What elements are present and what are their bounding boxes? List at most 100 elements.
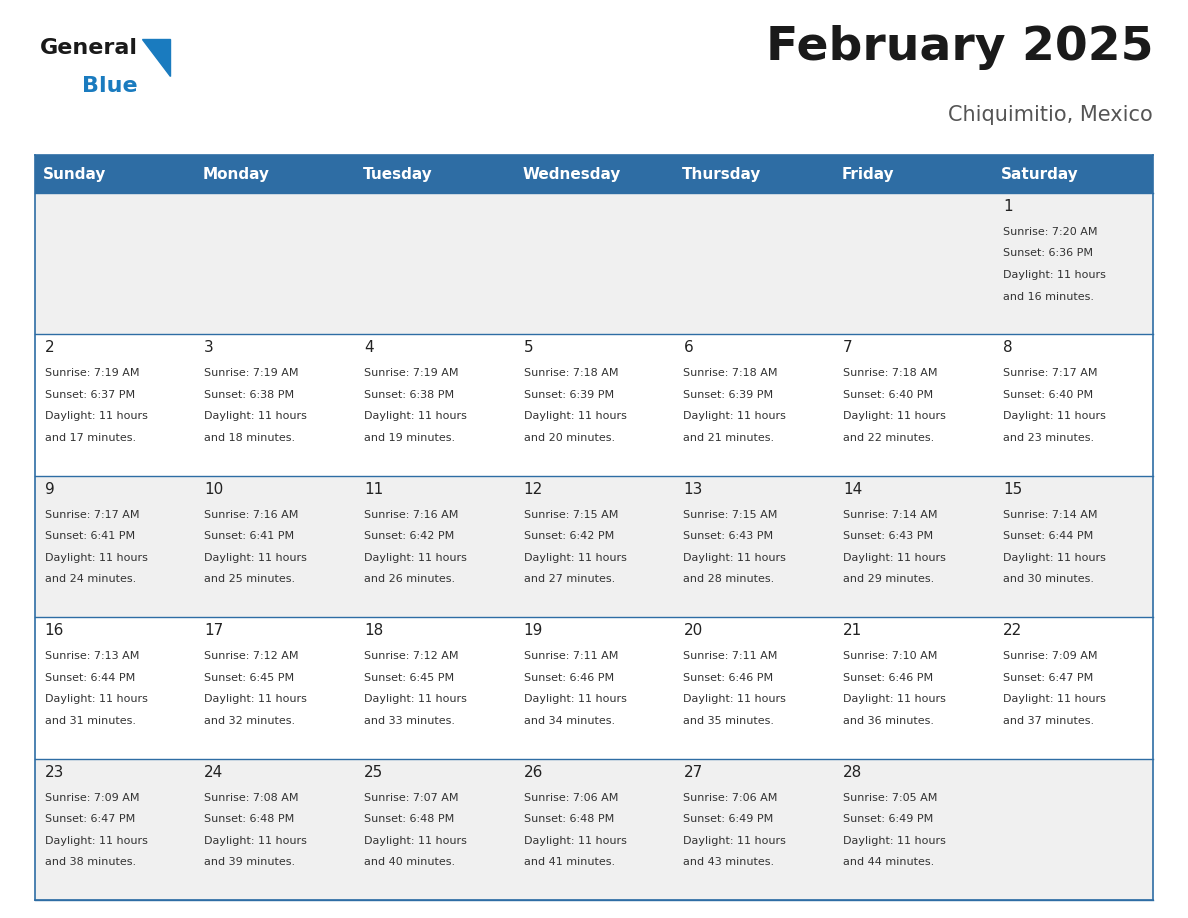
Text: 2: 2 <box>45 341 55 355</box>
Text: and 21 minutes.: and 21 minutes. <box>683 433 775 442</box>
Bar <box>993 758 1154 900</box>
Bar <box>34 617 195 758</box>
Text: Sunset: 6:48 PM: Sunset: 6:48 PM <box>524 814 614 824</box>
Text: Saturday: Saturday <box>1001 166 1079 182</box>
Text: and 19 minutes.: and 19 minutes. <box>364 433 455 442</box>
Bar <box>834 476 993 617</box>
Bar <box>834 155 993 193</box>
Bar <box>834 758 993 900</box>
Text: Sunrise: 7:14 AM: Sunrise: 7:14 AM <box>843 509 937 520</box>
Text: Daylight: 11 hours: Daylight: 11 hours <box>683 835 786 845</box>
Text: Sunrise: 7:08 AM: Sunrise: 7:08 AM <box>204 792 299 802</box>
Text: Daylight: 11 hours: Daylight: 11 hours <box>524 411 626 421</box>
Text: Sunrise: 7:15 AM: Sunrise: 7:15 AM <box>683 509 778 520</box>
Text: Sunset: 6:45 PM: Sunset: 6:45 PM <box>364 673 454 683</box>
Text: Sunrise: 7:07 AM: Sunrise: 7:07 AM <box>364 792 459 802</box>
Bar <box>993 476 1154 617</box>
Text: Daylight: 11 hours: Daylight: 11 hours <box>204 411 308 421</box>
Text: Sunrise: 7:17 AM: Sunrise: 7:17 AM <box>1003 368 1098 378</box>
Text: 6: 6 <box>683 341 693 355</box>
Text: 26: 26 <box>524 765 543 779</box>
Text: Sunset: 6:36 PM: Sunset: 6:36 PM <box>1003 249 1093 259</box>
Text: 8: 8 <box>1003 341 1012 355</box>
Text: and 33 minutes.: and 33 minutes. <box>364 716 455 726</box>
Bar <box>674 758 834 900</box>
Text: Sunrise: 7:18 AM: Sunrise: 7:18 AM <box>683 368 778 378</box>
Bar <box>354 155 514 193</box>
Text: Daylight: 11 hours: Daylight: 11 hours <box>45 553 147 563</box>
Bar <box>514 155 674 193</box>
Bar <box>195 334 354 476</box>
Text: Daylight: 11 hours: Daylight: 11 hours <box>524 694 626 704</box>
Text: Sunrise: 7:11 AM: Sunrise: 7:11 AM <box>683 651 778 661</box>
Bar <box>674 617 834 758</box>
Text: Daylight: 11 hours: Daylight: 11 hours <box>524 835 626 845</box>
Bar <box>34 334 195 476</box>
Bar <box>354 758 514 900</box>
Text: and 38 minutes.: and 38 minutes. <box>45 857 135 868</box>
Text: Sunset: 6:40 PM: Sunset: 6:40 PM <box>1003 390 1093 400</box>
Bar <box>195 758 354 900</box>
Text: Sunset: 6:42 PM: Sunset: 6:42 PM <box>364 532 454 542</box>
Text: Sunset: 6:46 PM: Sunset: 6:46 PM <box>683 673 773 683</box>
Text: General: General <box>40 38 138 58</box>
Bar <box>354 193 514 334</box>
Text: Daylight: 11 hours: Daylight: 11 hours <box>524 553 626 563</box>
Bar <box>993 155 1154 193</box>
Text: 21: 21 <box>843 623 862 638</box>
Text: Daylight: 11 hours: Daylight: 11 hours <box>843 694 946 704</box>
Text: and 32 minutes.: and 32 minutes. <box>204 716 296 726</box>
Text: 16: 16 <box>45 623 64 638</box>
Bar <box>514 617 674 758</box>
Bar <box>993 193 1154 334</box>
Text: 18: 18 <box>364 623 384 638</box>
Text: Daylight: 11 hours: Daylight: 11 hours <box>364 835 467 845</box>
Text: Sunrise: 7:09 AM: Sunrise: 7:09 AM <box>45 792 139 802</box>
Text: and 22 minutes.: and 22 minutes. <box>843 433 935 442</box>
Text: Sunset: 6:44 PM: Sunset: 6:44 PM <box>1003 532 1093 542</box>
Text: Sunset: 6:43 PM: Sunset: 6:43 PM <box>843 532 934 542</box>
Text: Daylight: 11 hours: Daylight: 11 hours <box>1003 411 1106 421</box>
Text: Daylight: 11 hours: Daylight: 11 hours <box>1003 694 1106 704</box>
Text: Daylight: 11 hours: Daylight: 11 hours <box>204 553 308 563</box>
Text: Thursday: Thursday <box>682 166 762 182</box>
Text: Sunrise: 7:10 AM: Sunrise: 7:10 AM <box>843 651 937 661</box>
Text: Daylight: 11 hours: Daylight: 11 hours <box>1003 270 1106 280</box>
Text: and 39 minutes.: and 39 minutes. <box>204 857 296 868</box>
Text: Daylight: 11 hours: Daylight: 11 hours <box>364 694 467 704</box>
Text: Sunset: 6:46 PM: Sunset: 6:46 PM <box>524 673 614 683</box>
Bar <box>34 758 195 900</box>
Text: and 16 minutes.: and 16 minutes. <box>1003 292 1094 301</box>
Text: 20: 20 <box>683 623 702 638</box>
Text: Sunset: 6:38 PM: Sunset: 6:38 PM <box>204 390 295 400</box>
Text: and 17 minutes.: and 17 minutes. <box>45 433 135 442</box>
Text: and 36 minutes.: and 36 minutes. <box>843 716 934 726</box>
Text: and 31 minutes.: and 31 minutes. <box>45 716 135 726</box>
Text: February 2025: February 2025 <box>765 25 1154 70</box>
Text: Sunrise: 7:06 AM: Sunrise: 7:06 AM <box>683 792 778 802</box>
Text: Sunrise: 7:19 AM: Sunrise: 7:19 AM <box>364 368 459 378</box>
Text: and 27 minutes.: and 27 minutes. <box>524 575 615 584</box>
Text: Sunrise: 7:14 AM: Sunrise: 7:14 AM <box>1003 509 1098 520</box>
Text: and 30 minutes.: and 30 minutes. <box>1003 575 1094 584</box>
Text: Sunrise: 7:17 AM: Sunrise: 7:17 AM <box>45 509 139 520</box>
Text: Blue: Blue <box>82 76 138 96</box>
Text: Sunrise: 7:12 AM: Sunrise: 7:12 AM <box>204 651 299 661</box>
Text: and 37 minutes.: and 37 minutes. <box>1003 716 1094 726</box>
Text: 19: 19 <box>524 623 543 638</box>
Text: and 29 minutes.: and 29 minutes. <box>843 575 935 584</box>
Text: Sunset: 6:40 PM: Sunset: 6:40 PM <box>843 390 934 400</box>
Text: Sunset: 6:49 PM: Sunset: 6:49 PM <box>683 814 773 824</box>
Text: Daylight: 11 hours: Daylight: 11 hours <box>364 553 467 563</box>
Polygon shape <box>143 39 170 76</box>
Text: 12: 12 <box>524 482 543 497</box>
Text: Daylight: 11 hours: Daylight: 11 hours <box>364 411 467 421</box>
Bar <box>993 617 1154 758</box>
Bar <box>514 334 674 476</box>
Text: 4: 4 <box>364 341 374 355</box>
Text: Daylight: 11 hours: Daylight: 11 hours <box>683 694 786 704</box>
Bar <box>514 476 674 617</box>
Text: Daylight: 11 hours: Daylight: 11 hours <box>45 411 147 421</box>
Bar <box>34 476 195 617</box>
Text: 22: 22 <box>1003 623 1022 638</box>
